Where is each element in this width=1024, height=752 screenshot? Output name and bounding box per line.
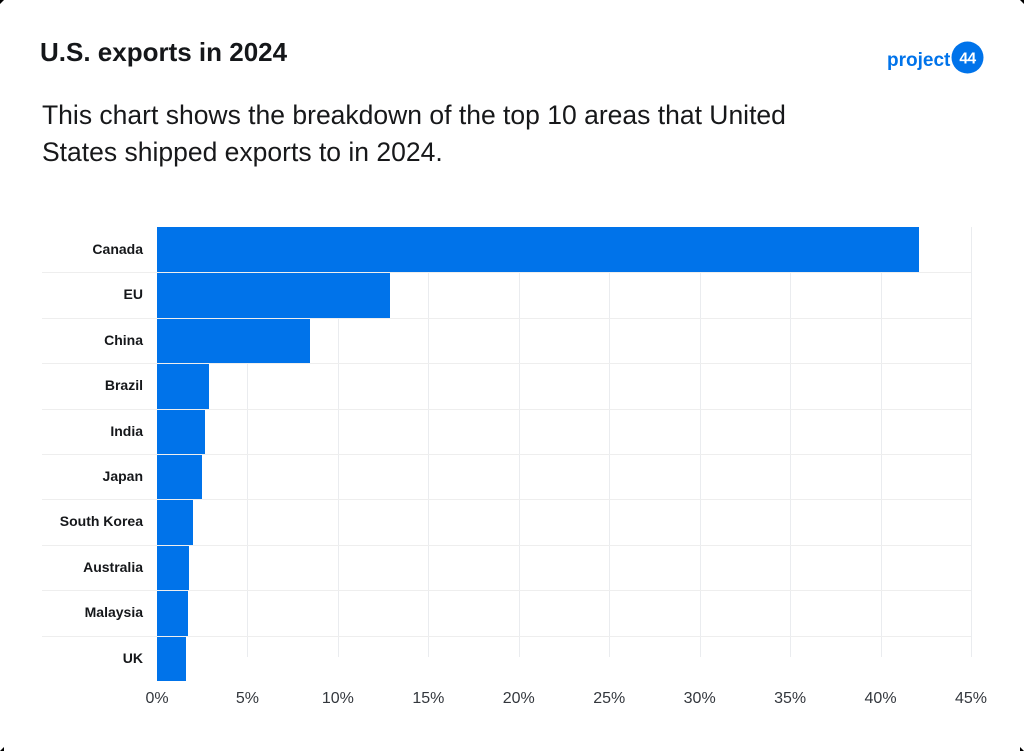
svg-text:project: project bbox=[887, 50, 951, 71]
svg-text:44: 44 bbox=[959, 50, 976, 67]
